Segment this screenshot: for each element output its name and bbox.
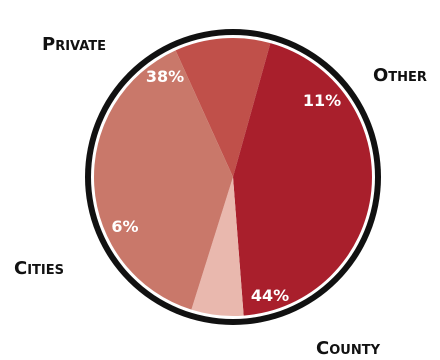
pie-slice-private	[93, 50, 233, 310]
pie-slice-cities	[191, 177, 244, 317]
value-label-other: 11%	[303, 91, 341, 110]
value-label-cities: 6%	[111, 217, 138, 236]
pie-slices	[93, 37, 372, 317]
category-label-county: County	[316, 338, 381, 359]
category-label-other: Other	[373, 65, 427, 86]
pie-slice-county	[233, 43, 372, 316]
category-label-cities: Cities	[14, 258, 64, 279]
value-label-county: 44%	[251, 286, 289, 305]
pie-slice-other	[175, 37, 271, 178]
value-label-private: 38%	[146, 67, 184, 86]
category-label-private: Private	[42, 34, 106, 55]
